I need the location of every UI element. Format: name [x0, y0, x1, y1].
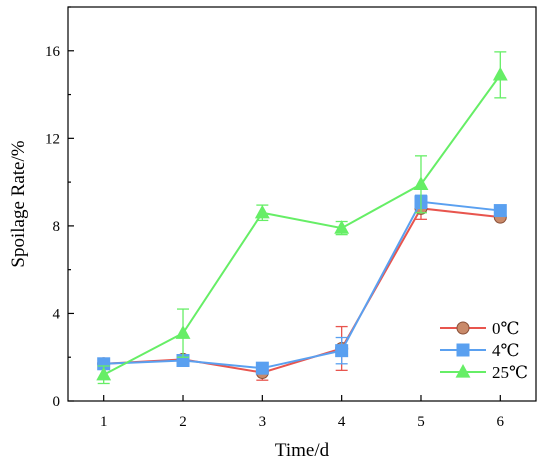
series-layer — [96, 51, 508, 385]
x-tick-label: 5 — [417, 414, 425, 430]
y-axis-ticks: 0 4 8 12 16 — [45, 6, 74, 410]
data-point — [492, 66, 508, 81]
series-0 — [97, 196, 507, 381]
y-tick-label: 8 — [53, 219, 61, 235]
y-tick-label: 4 — [53, 306, 61, 322]
x-axis-title: Time/d — [275, 440, 330, 461]
plot-frame — [67, 6, 537, 402]
legend-entry: 25℃ — [440, 363, 528, 382]
x-tick-label: 4 — [338, 414, 346, 430]
data-point — [413, 176, 429, 190]
x-tick-label: 6 — [497, 414, 505, 430]
legend-marker — [456, 321, 470, 335]
data-point — [493, 204, 507, 218]
legend-label: 25℃ — [492, 363, 528, 382]
y-tick-label: 16 — [45, 44, 61, 60]
data-point — [175, 325, 191, 339]
series-line — [103, 74, 502, 376]
series-line — [103, 200, 501, 370]
data-point — [254, 204, 270, 219]
data-point — [334, 220, 350, 234]
x-tick-label: 3 — [259, 414, 267, 430]
y-axis-title: Spoilage Rate/% — [8, 140, 29, 267]
data-point — [96, 366, 112, 381]
legend-marker — [456, 343, 470, 357]
legend: 0℃ 4℃ 25℃ — [440, 319, 528, 382]
series-line — [103, 207, 501, 374]
y-tick-label: 0 — [53, 394, 61, 410]
legend-label: 4℃ — [492, 341, 520, 360]
x-axis-ticks: 1 2 3 4 5 6 — [100, 395, 505, 430]
legend-entry: 4℃ — [440, 341, 520, 360]
series-1 — [97, 194, 507, 375]
data-point — [335, 344, 349, 358]
plot-border — [67, 6, 537, 402]
legend-marker — [455, 364, 471, 378]
legend-label: 0℃ — [492, 319, 520, 338]
data-point — [255, 361, 269, 375]
series-2 — [96, 51, 508, 385]
x-tick-label: 1 — [100, 414, 108, 430]
legend-entry: 0℃ — [440, 319, 520, 338]
y-tick-label: 12 — [45, 131, 60, 147]
x-tick-label: 2 — [179, 414, 187, 430]
